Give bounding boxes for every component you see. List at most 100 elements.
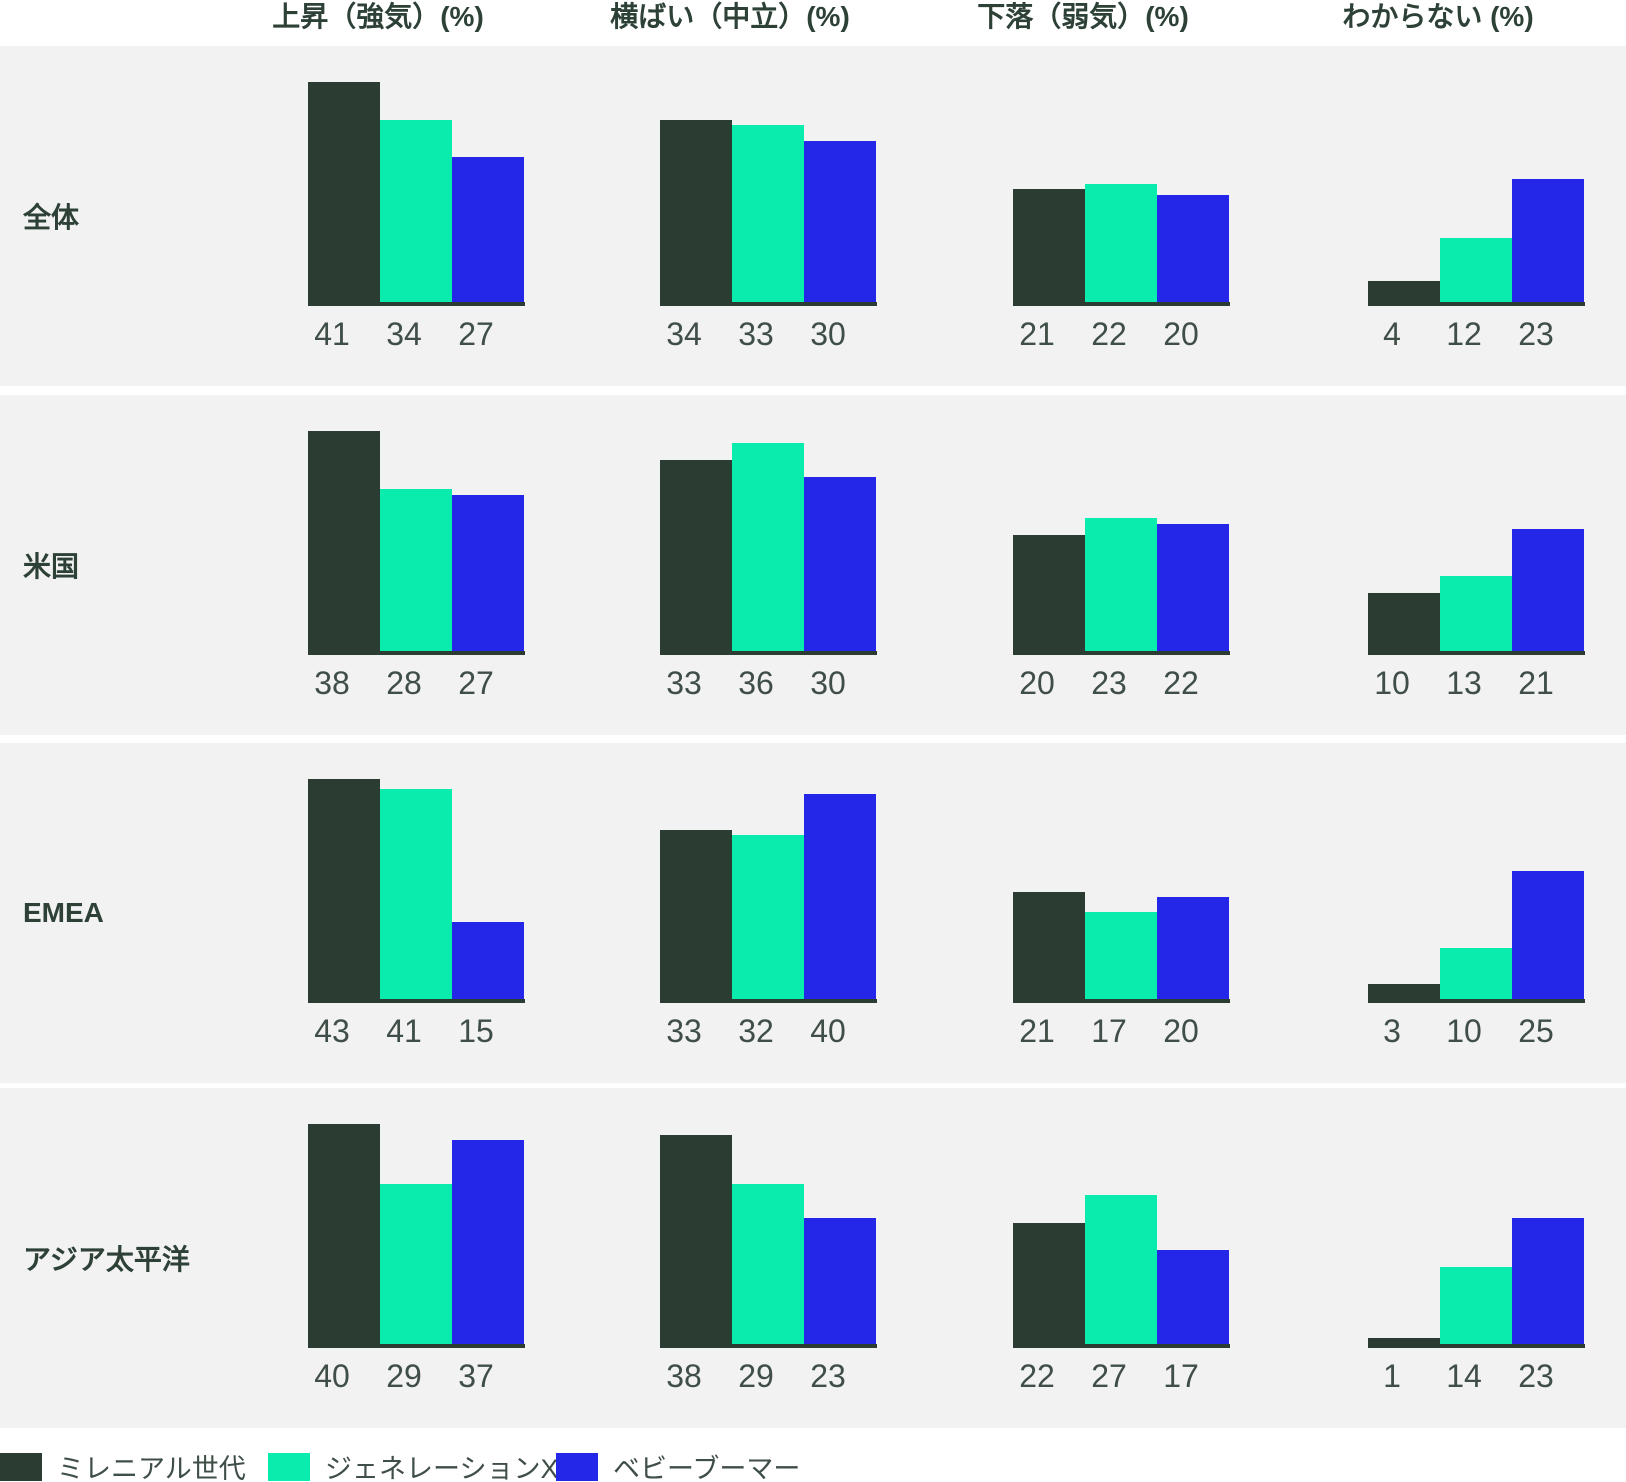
bar-value-label: 13: [1446, 665, 1482, 701]
bar-series-1: [1368, 984, 1440, 999]
bar-value-label: 41: [314, 316, 350, 352]
bar-value-label: 29: [386, 1358, 422, 1394]
bar-value-label: 14: [1446, 1358, 1482, 1394]
bar-series-1: [308, 82, 380, 302]
bar-value-label: 23: [1518, 316, 1554, 352]
bar-series-3: [1157, 897, 1229, 999]
bar-series-3: [452, 157, 524, 302]
legend-label: ベビーブーマー: [613, 1454, 801, 1482]
region-row-1: 全体 41 34 27 34 33 30 21 22 20 4 12 23: [0, 46, 1626, 386]
bar-series-2: [1440, 1267, 1512, 1344]
bar-value-label: 12: [1446, 316, 1482, 352]
bar-series-2: [732, 835, 804, 999]
bar-value-label: 3: [1383, 1013, 1401, 1049]
axis-line: [660, 999, 877, 1003]
bar-series-1: [1013, 189, 1085, 302]
bar-series-3: [1157, 524, 1229, 651]
bar-series-1: [1368, 281, 1440, 302]
column-header-4: わからない (%): [1342, 1, 1534, 32]
bar-value-label: 22: [1019, 1358, 1055, 1394]
bar-series-2: [1440, 576, 1512, 651]
axis-line: [308, 1344, 525, 1348]
bar-series-2: [380, 789, 452, 999]
bar-value-label: 17: [1091, 1013, 1127, 1049]
bar-series-3: [1512, 529, 1584, 651]
bar-series-3: [1157, 1250, 1229, 1344]
legend-label: ミレニアル世代: [57, 1454, 246, 1482]
bar-value-label: 33: [738, 316, 774, 352]
bar-series-3: [452, 922, 524, 999]
bar-value-label: 27: [458, 665, 494, 701]
axis-line: [1368, 651, 1585, 655]
bar-series-1: [1368, 593, 1440, 651]
bar-value-label: 38: [666, 1358, 702, 1394]
bar-series-2: [1085, 912, 1157, 999]
bar-value-label: 29: [738, 1358, 774, 1394]
bar-series-1: [660, 830, 732, 999]
bar-series-2: [1440, 948, 1512, 999]
bar-value-label: 30: [810, 665, 846, 701]
bar-value-label: 27: [1091, 1358, 1127, 1394]
bar-series-2: [380, 489, 452, 651]
bar-value-label: 21: [1019, 316, 1055, 352]
bar-value-label: 20: [1163, 1013, 1199, 1049]
bar-value-label: 30: [810, 316, 846, 352]
bar-series-1: [308, 779, 380, 999]
bar-series-1: [660, 460, 732, 651]
axis-line: [660, 1344, 877, 1348]
bar-value-label: 41: [386, 1013, 422, 1049]
legend-swatch-1: [0, 1452, 42, 1481]
bar-series-2: [1085, 184, 1157, 302]
bar-series-3: [1512, 179, 1584, 302]
bar-series-3: [804, 1218, 876, 1344]
bar-value-label: 36: [738, 665, 774, 701]
axis-line: [1013, 1344, 1230, 1348]
bar-series-1: [660, 1135, 732, 1344]
legend-item-2: ジェネレーションX: [268, 1447, 558, 1482]
axis-line: [1013, 999, 1230, 1003]
row-label: EMEA: [23, 897, 104, 928]
bar-series-2: [732, 125, 804, 302]
bar-value-label: 15: [458, 1013, 494, 1049]
legend-swatch-2: [268, 1452, 310, 1481]
axis-line: [1368, 999, 1585, 1003]
bar-value-label: 23: [810, 1358, 846, 1394]
bar-value-label: 40: [810, 1013, 846, 1049]
axis-line: [308, 302, 525, 306]
bar-series-2: [1085, 1195, 1157, 1344]
bar-series-1: [308, 431, 380, 651]
axis-line: [660, 651, 877, 655]
column-header-3: 下落（弱気）(%): [977, 1, 1189, 32]
bar-value-label: 10: [1374, 665, 1410, 701]
legend-label: ジェネレーションX: [325, 1454, 559, 1482]
bar-value-label: 1: [1383, 1358, 1401, 1394]
axis-line: [1013, 302, 1230, 306]
axis-line: [308, 999, 525, 1003]
row-label: 米国: [23, 551, 80, 582]
bar-series-1: [1368, 1338, 1440, 1344]
bar-value-label: 23: [1091, 665, 1127, 701]
region-row-3: EMEA 43 41 15 33 32 40 21 17 20 3 10 25: [0, 743, 1626, 1083]
bar-series-1: [1013, 892, 1085, 999]
bar-series-3: [1157, 195, 1229, 302]
legend-item-1: ミレニアル世代: [0, 1447, 246, 1482]
bar-value-label: 32: [738, 1013, 774, 1049]
region-row-4: アジア太平洋 40 29 37 38 29 23 22 27 17 1 14 23: [0, 1088, 1626, 1428]
axis-line: [1368, 302, 1585, 306]
bar-value-label: 21: [1019, 1013, 1055, 1049]
legend-swatch-3: [556, 1452, 598, 1481]
axis-line: [1013, 651, 1230, 655]
bar-series-3: [452, 495, 524, 651]
bar-series-2: [732, 443, 804, 651]
bar-series-1: [1013, 1223, 1085, 1344]
bar-value-label: 20: [1163, 316, 1199, 352]
bar-value-label: 25: [1518, 1013, 1554, 1049]
bar-value-label: 20: [1019, 665, 1055, 701]
bar-value-label: 21: [1518, 665, 1554, 701]
bar-value-label: 33: [666, 665, 702, 701]
axis-line: [1368, 1344, 1585, 1348]
bar-series-2: [380, 1184, 452, 1344]
row-label: アジア太平洋: [23, 1244, 190, 1275]
bar-value-label: 28: [386, 665, 422, 701]
bar-series-3: [452, 1140, 524, 1344]
